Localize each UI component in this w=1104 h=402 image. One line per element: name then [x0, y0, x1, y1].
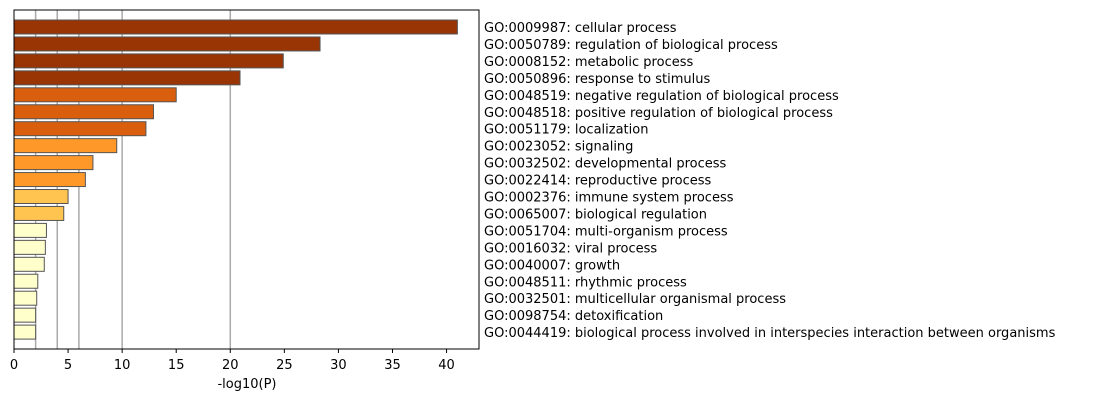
bar [13, 256, 45, 272]
x-tick-label: 40 [438, 358, 455, 373]
category-label: GO:0022414: reproductive process [484, 174, 712, 189]
bar [13, 87, 177, 103]
category-label: GO:0050896: response to stimulus [484, 72, 710, 87]
x-axis: 0 5 10 15 20 25 30 35 40 [10, 349, 455, 373]
category-label: GO:0048518: positive regulation of biolo… [484, 106, 833, 121]
category-label: GO:0023052: signaling [484, 140, 633, 155]
category-label: GO:0009987: cellular process [484, 21, 677, 36]
bar [13, 205, 65, 221]
bar [13, 121, 147, 137]
category-label: GO:0040007: growth [484, 258, 620, 273]
x-tick-label: 35 [384, 358, 401, 373]
x-tick-label: 25 [276, 358, 293, 373]
bar [13, 70, 241, 86]
category-label: GO:0002376: immune system process [484, 191, 734, 206]
category-label: GO:0098754: detoxification [484, 309, 663, 324]
x-tick-label: 10 [114, 358, 131, 373]
category-label: GO:0051179: localization [484, 123, 648, 138]
category-labels: GO:0009987: cellular process GO:0050789: … [484, 21, 1056, 341]
bar [13, 155, 94, 171]
bar [13, 138, 118, 154]
bar [13, 104, 154, 120]
category-label: GO:0016032: viral process [484, 241, 657, 256]
bar [13, 53, 284, 69]
category-label: GO:0065007: biological regulation [484, 207, 707, 222]
category-label: GO:0032502: developmental process [484, 157, 727, 172]
plot-frame [13, 9, 480, 350]
x-tick-label: 0 [10, 358, 18, 373]
bar [13, 172, 86, 188]
category-label: GO:0048519: negative regulation of biolo… [484, 89, 839, 104]
category-label: GO:0051704: multi-organism process [484, 224, 728, 239]
bar [13, 324, 37, 340]
bar [13, 189, 69, 204]
bar [13, 307, 37, 323]
bar [13, 273, 39, 289]
category-label: GO:0050789: regulation of biological pro… [484, 38, 778, 53]
bar [13, 239, 46, 255]
bars [13, 19, 458, 340]
x-tick-label: 20 [222, 358, 239, 373]
category-label: GO:0008152: metabolic process [484, 55, 693, 70]
bar [13, 36, 321, 52]
x-tick-label: 15 [168, 358, 185, 373]
category-label: GO:0044419: biological process involved … [484, 326, 1056, 341]
category-label: GO:0048511: rhythmic process [484, 275, 687, 290]
bar [13, 19, 458, 35]
x-tick-label: 30 [330, 358, 347, 373]
bar [13, 290, 38, 306]
category-label: GO:0032501: multicellular organismal pro… [484, 292, 786, 307]
bar [13, 222, 47, 238]
x-axis-label: -log10(P) [217, 377, 276, 392]
x-tick-label: 5 [64, 358, 72, 373]
